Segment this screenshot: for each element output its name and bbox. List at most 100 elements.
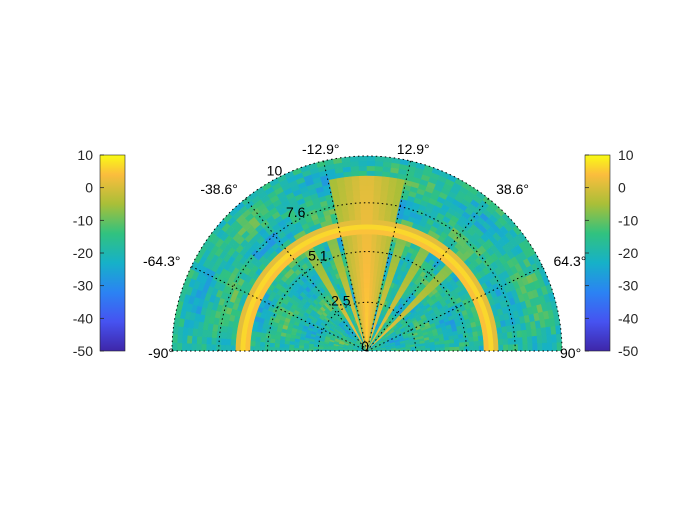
heatmap-cell <box>430 345 435 348</box>
heatmap-cell <box>367 195 374 200</box>
heatmap-cell <box>371 258 375 263</box>
heatmap-cell <box>528 344 533 351</box>
heatmap-cell <box>367 224 373 229</box>
heatmap-cell <box>255 346 260 351</box>
heatmap-cell <box>353 244 358 249</box>
heatmap-cell <box>221 345 226 351</box>
heatmap-cell <box>289 348 294 351</box>
heatmap-cell <box>231 333 236 339</box>
colorbar-left: 100-10-20-30-40-50 <box>73 147 125 359</box>
heatmap-cell <box>363 268 367 273</box>
heatmap-cell <box>455 347 460 351</box>
colorbar-tick-label: -10 <box>73 212 93 228</box>
heatmap-cell <box>374 190 381 195</box>
heatmap-cell <box>503 339 508 345</box>
heatmap-cell <box>454 339 459 343</box>
heatmap-cell <box>449 340 454 344</box>
heatmap-cell <box>361 219 367 224</box>
heatmap-cell <box>367 254 371 259</box>
heatmap-cell <box>352 239 357 244</box>
heatmap-cell <box>333 158 342 164</box>
colorbar-tick-label: -30 <box>73 278 93 294</box>
heatmap-cell <box>375 161 383 166</box>
heatmap-cell <box>240 345 245 351</box>
heatmap-cell <box>488 334 493 340</box>
heatmap-cell <box>372 239 377 244</box>
heatmap-cell <box>362 229 367 234</box>
heatmap-cell <box>361 224 367 229</box>
heatmap-cell <box>350 156 359 161</box>
heatmap-cell <box>351 166 359 171</box>
colorbar-right: 100-10-20-30-40-50 <box>585 147 638 359</box>
heatmap-cell <box>375 166 383 171</box>
heatmap-cell <box>493 340 498 346</box>
heatmap-cell <box>360 273 364 278</box>
heatmap-cell <box>554 317 560 326</box>
heatmap-cell <box>177 343 182 351</box>
heatmap-cell <box>231 339 236 345</box>
heatmap-cell <box>211 344 216 351</box>
heatmap-cell <box>361 283 364 288</box>
heatmap-cell <box>246 335 251 341</box>
heatmap-cell <box>365 297 367 302</box>
heatmap-cell <box>362 239 367 244</box>
heatmap-cell <box>372 229 378 234</box>
heatmap-cell <box>359 263 363 268</box>
heatmap-cell <box>363 254 367 259</box>
heatmap-cell <box>503 345 508 351</box>
range-tick-label: 10 <box>267 162 283 178</box>
heatmap-cell <box>527 337 532 344</box>
angle-tick-label: -90° <box>148 345 174 361</box>
heatmap-cell <box>425 345 430 348</box>
heatmap-cell <box>260 346 265 351</box>
heatmap-cell <box>468 337 473 342</box>
heatmap-cell <box>359 258 363 263</box>
heatmap-cell <box>445 344 450 348</box>
heatmap-cell <box>226 345 231 351</box>
heatmap-cell <box>479 346 484 351</box>
heatmap-cell <box>260 342 265 347</box>
heatmap-cell <box>537 336 542 344</box>
heatmap-cell <box>342 157 351 163</box>
heatmap-cell <box>367 180 374 185</box>
heatmap-cell <box>391 350 396 351</box>
heatmap-cell <box>364 293 367 298</box>
heatmap-cell <box>221 338 226 345</box>
heatmap-cell <box>206 337 211 344</box>
heatmap-cell <box>355 210 361 215</box>
heatmap-cell <box>537 343 542 351</box>
heatmap-cell <box>360 185 367 190</box>
heatmap-cell <box>373 205 380 210</box>
heatmap-cell <box>226 333 232 340</box>
heatmap-cell <box>351 230 357 235</box>
heatmap-cell <box>354 254 359 259</box>
heatmap-cell <box>359 161 367 166</box>
heatmap-cell <box>173 326 179 335</box>
heatmap-cell <box>547 335 552 343</box>
heatmap-cell <box>352 234 357 239</box>
heatmap-cell <box>494 345 499 351</box>
heatmap-cell <box>378 220 384 225</box>
heatmap-cell <box>367 273 370 278</box>
heatmap-cell <box>373 220 379 225</box>
heatmap-cell <box>375 171 383 176</box>
heatmap-cell <box>378 215 384 220</box>
heatmap-cell <box>353 185 360 190</box>
heatmap-cell <box>367 156 376 161</box>
heatmap-cell <box>522 337 527 344</box>
heatmap-cell <box>270 343 275 347</box>
heatmap-cell <box>192 336 197 344</box>
heatmap-cell <box>445 347 450 351</box>
colorbar-left-ticks: 100-10-20-30-40-50 <box>73 147 104 359</box>
heatmap-cell <box>361 205 367 210</box>
heatmap-cell <box>373 200 380 205</box>
heatmap-cell <box>187 343 192 351</box>
heatmap-cell <box>352 176 360 181</box>
heatmap-cell <box>374 181 382 186</box>
heatmap-cell <box>284 347 289 351</box>
heatmap-cell <box>172 334 177 343</box>
heatmap-cell <box>349 215 355 220</box>
heatmap-cell <box>352 181 360 186</box>
heatmap-cell <box>459 343 464 347</box>
heatmap-cell <box>508 345 513 351</box>
